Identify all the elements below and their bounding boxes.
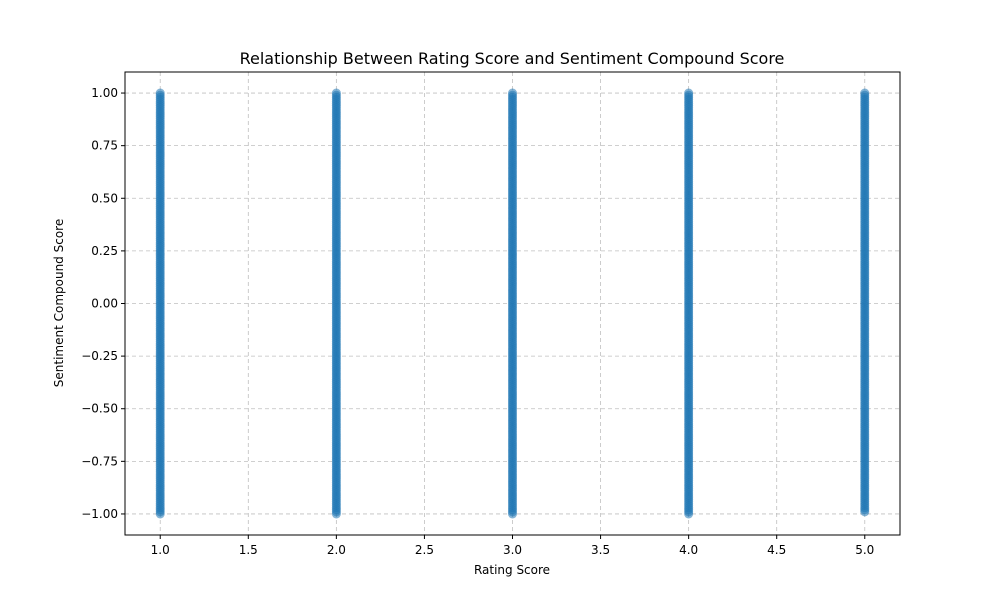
- data-point: [684, 88, 694, 98]
- axis-ticks: 1.0 1.5 2.0 2.5 3.0 3.5 4.0 4.5 5.0 1.00 0.75 0.50 0…: [81, 86, 874, 557]
- x-tick-label: 4.5: [767, 543, 786, 557]
- y-tick-label: −0.75: [81, 454, 118, 468]
- data-point: [860, 88, 870, 98]
- y-tick-label: 0.75: [91, 139, 118, 153]
- x-tick-label: 2.0: [327, 543, 346, 557]
- y-tick-label: −0.25: [81, 349, 118, 363]
- x-tick-label: 1.5: [239, 543, 258, 557]
- x-tick-label: 5.0: [855, 543, 874, 557]
- data-point: [155, 88, 165, 98]
- y-tick-label: −1.00: [81, 507, 118, 521]
- y-axis-label: Sentiment Compound Score: [52, 219, 66, 387]
- y-tick-label: 0.25: [91, 244, 118, 258]
- data-points: [155, 88, 870, 519]
- x-axis-label: Rating Score: [474, 563, 550, 577]
- y-tick-label: 0.50: [91, 191, 118, 205]
- y-tick-label: 0.00: [91, 297, 118, 311]
- x-tick-label: 3.0: [503, 543, 522, 557]
- y-tick-label: 1.00: [91, 86, 118, 100]
- x-tick-label: 1.0: [151, 543, 170, 557]
- chart-title: Relationship Between Rating Score and Se…: [240, 49, 785, 68]
- x-tick-label: 2.5: [415, 543, 434, 557]
- x-tick-label: 4.0: [679, 543, 698, 557]
- y-tick-label: −0.50: [81, 402, 118, 416]
- data-point: [331, 88, 341, 98]
- data-point: [508, 88, 517, 98]
- x-tick-label: 3.5: [591, 543, 610, 557]
